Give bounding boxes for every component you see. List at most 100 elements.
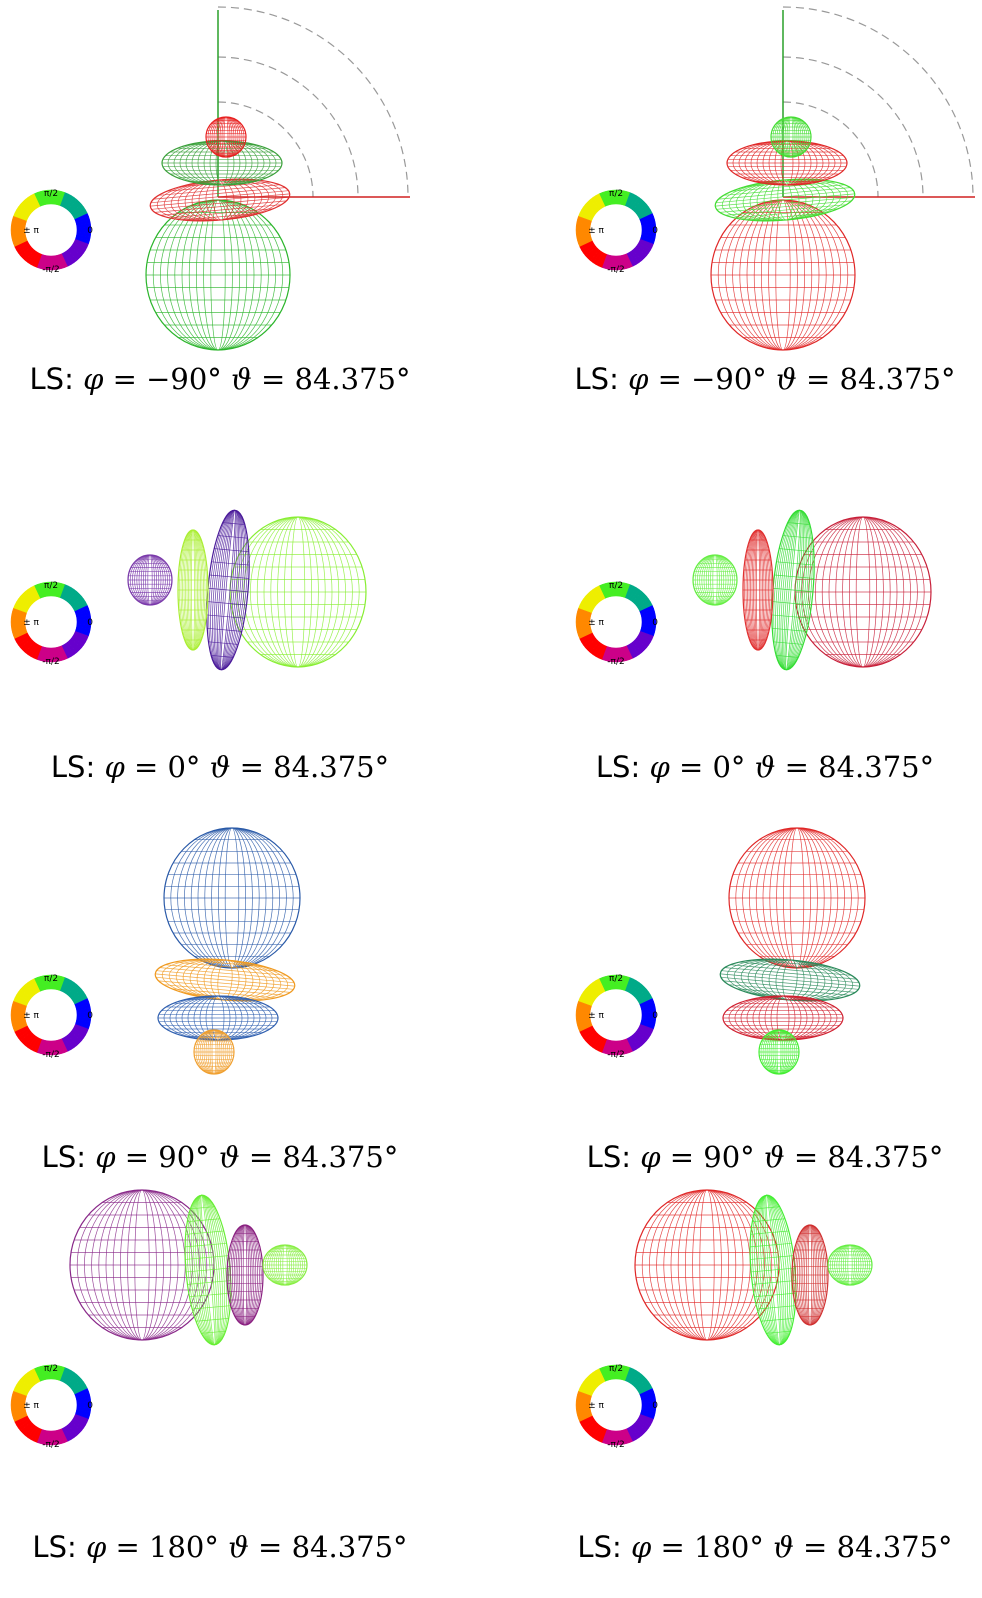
pattern-panel: π/2 0 -π/2 ± π LS: φ = 0° ϑ = 84.375° <box>0 0 420 784</box>
pattern-plot <box>634 1189 873 1346</box>
theta-value: 84.375° <box>294 362 411 396</box>
side-lobe <box>226 1224 264 1326</box>
theta-value: 84.375° <box>291 1530 408 1564</box>
range-arc <box>217 6 409 198</box>
theta-symbol: ϑ = <box>773 1530 837 1564</box>
phase-color-wheel: π/2 0 -π/2 ± π <box>10 189 93 275</box>
legend-label-top: π/2 <box>44 1364 58 1374</box>
main-lobe <box>794 516 932 668</box>
main-lobe <box>728 827 866 969</box>
phi-symbol: φ = <box>85 1530 150 1564</box>
panel-caption: LS: φ = 0° ϑ = 84.375° <box>565 750 965 784</box>
phase-color-wheel: π/2 0 -π/2 ± π <box>10 974 93 1060</box>
side-lobe <box>177 529 209 651</box>
pattern-panel: π/2 0 -π/2 ± π LS: φ = −90° ϑ = 84.375° <box>0 0 420 400</box>
pattern-plot <box>145 6 410 351</box>
legend-label-bottom: -π/2 <box>42 265 59 275</box>
radiation-pattern <box>710 116 856 351</box>
legend-label-top: π/2 <box>609 1364 623 1374</box>
legend-label-bottom: -π/2 <box>42 1440 59 1450</box>
side-lobe <box>770 116 812 158</box>
pattern-plot <box>710 6 975 351</box>
pattern-plot <box>127 509 367 671</box>
legend-label-top: π/2 <box>609 974 623 984</box>
legend-label-top: π/2 <box>609 581 623 591</box>
phi-symbol: φ = <box>640 1140 704 1174</box>
legend-label-right: 0 <box>87 1011 93 1021</box>
main-lobe <box>69 1189 215 1341</box>
side-lobe <box>193 1029 235 1075</box>
panel-caption: LS: φ = 180° ϑ = 84.375° <box>565 1530 965 1564</box>
range-arc <box>782 101 879 198</box>
radiation-pattern <box>719 827 866 1075</box>
pattern-plot <box>154 827 301 1075</box>
side-lobe <box>206 509 250 671</box>
side-lobe <box>184 1194 232 1346</box>
caption-prefix: LS: <box>574 362 629 396</box>
side-lobe <box>149 178 291 222</box>
side-lobe <box>205 116 247 158</box>
phase-color-wheel: π/2 0 -π/2 ± π <box>10 1364 93 1450</box>
legend-label-top: π/2 <box>609 189 623 199</box>
legend-label-bottom: -π/2 <box>42 1050 59 1060</box>
side-lobe <box>791 1224 829 1326</box>
phi-value: −90° <box>691 362 777 396</box>
pattern-panel: π/2 0 -π/2 ± π LS: φ = 180° ϑ = 84.375° <box>565 0 982 1564</box>
radiation-pattern <box>634 1189 873 1346</box>
range-arc <box>782 6 974 198</box>
legend-label-center: ± π <box>23 226 39 236</box>
legend-label-right: 0 <box>652 618 658 628</box>
theta-symbol: ϑ = <box>228 1530 292 1564</box>
phi-value: 180° <box>694 1530 774 1564</box>
theta-symbol: ϑ = <box>754 750 819 784</box>
caption-prefix: LS: <box>577 1530 631 1564</box>
side-lobe <box>827 1244 873 1286</box>
legend-label-bottom: -π/2 <box>42 657 59 667</box>
phi-value: 90° <box>158 1140 219 1174</box>
theta-symbol: ϑ = <box>209 750 274 784</box>
legend-label-center: ± π <box>588 1401 604 1411</box>
legend-label-center: ± π <box>588 1011 604 1021</box>
legend-label-center: ± π <box>588 226 604 236</box>
phi-value: 0° <box>712 750 755 784</box>
legend-label-right: 0 <box>87 226 93 236</box>
legend-label-bottom: -π/2 <box>607 265 624 275</box>
side-lobe <box>127 554 173 606</box>
pattern-panel: π/2 0 -π/2 ± π LS: φ = 180° ϑ = 84.375° <box>0 0 420 1564</box>
pattern-plot <box>692 509 932 671</box>
legend-label-right: 0 <box>652 226 658 236</box>
range-arc <box>782 56 924 198</box>
side-lobe <box>154 958 296 1002</box>
phi-symbol: φ = <box>83 362 147 396</box>
range-arc <box>217 56 359 198</box>
radiation-pattern <box>692 509 932 671</box>
legend-label-right: 0 <box>87 618 93 628</box>
legend-label-right: 0 <box>652 1401 658 1411</box>
theta-value: 84.375° <box>818 750 935 784</box>
legend-label-right: 0 <box>87 1401 93 1411</box>
main-lobe <box>163 827 301 969</box>
phase-color-wheel: π/2 0 -π/2 ± π <box>575 189 658 275</box>
legend-label-top: π/2 <box>44 581 58 591</box>
pattern-panel: π/2 0 -π/2 ± π LS: φ = −90° ϑ = 84.375° <box>565 0 982 400</box>
phi-symbol: φ = <box>104 750 168 784</box>
side-lobe <box>742 529 774 651</box>
phase-color-wheel: π/2 0 -π/2 ± π <box>575 581 658 667</box>
theta-value: 84.375° <box>282 1140 399 1174</box>
phase-color-wheel: π/2 0 -π/2 ± π <box>10 581 93 667</box>
caption-prefix: LS: <box>32 1530 86 1564</box>
panel-caption: LS: φ = 0° ϑ = 84.375° <box>0 750 440 784</box>
range-arc <box>217 101 314 198</box>
main-lobe <box>229 516 367 668</box>
legend-label-center: ± π <box>23 618 39 628</box>
legend-label-top: π/2 <box>44 189 58 199</box>
pattern-panel: π/2 0 -π/2 ± π LS: φ = 0° ϑ = 84.375° <box>565 0 982 784</box>
phi-value: 0° <box>167 750 210 784</box>
legend-label-center: ± π <box>588 618 604 628</box>
radiation-pattern <box>145 116 291 351</box>
theta-symbol: ϑ = <box>231 362 295 396</box>
side-lobe <box>692 554 738 606</box>
panel-caption: LS: φ = 90° ϑ = 84.375° <box>565 1140 965 1174</box>
pattern-panel: π/2 0 -π/2 ± π LS: φ = 90° ϑ = 84.375° <box>565 0 982 1174</box>
legend-label-center: ± π <box>23 1011 39 1021</box>
